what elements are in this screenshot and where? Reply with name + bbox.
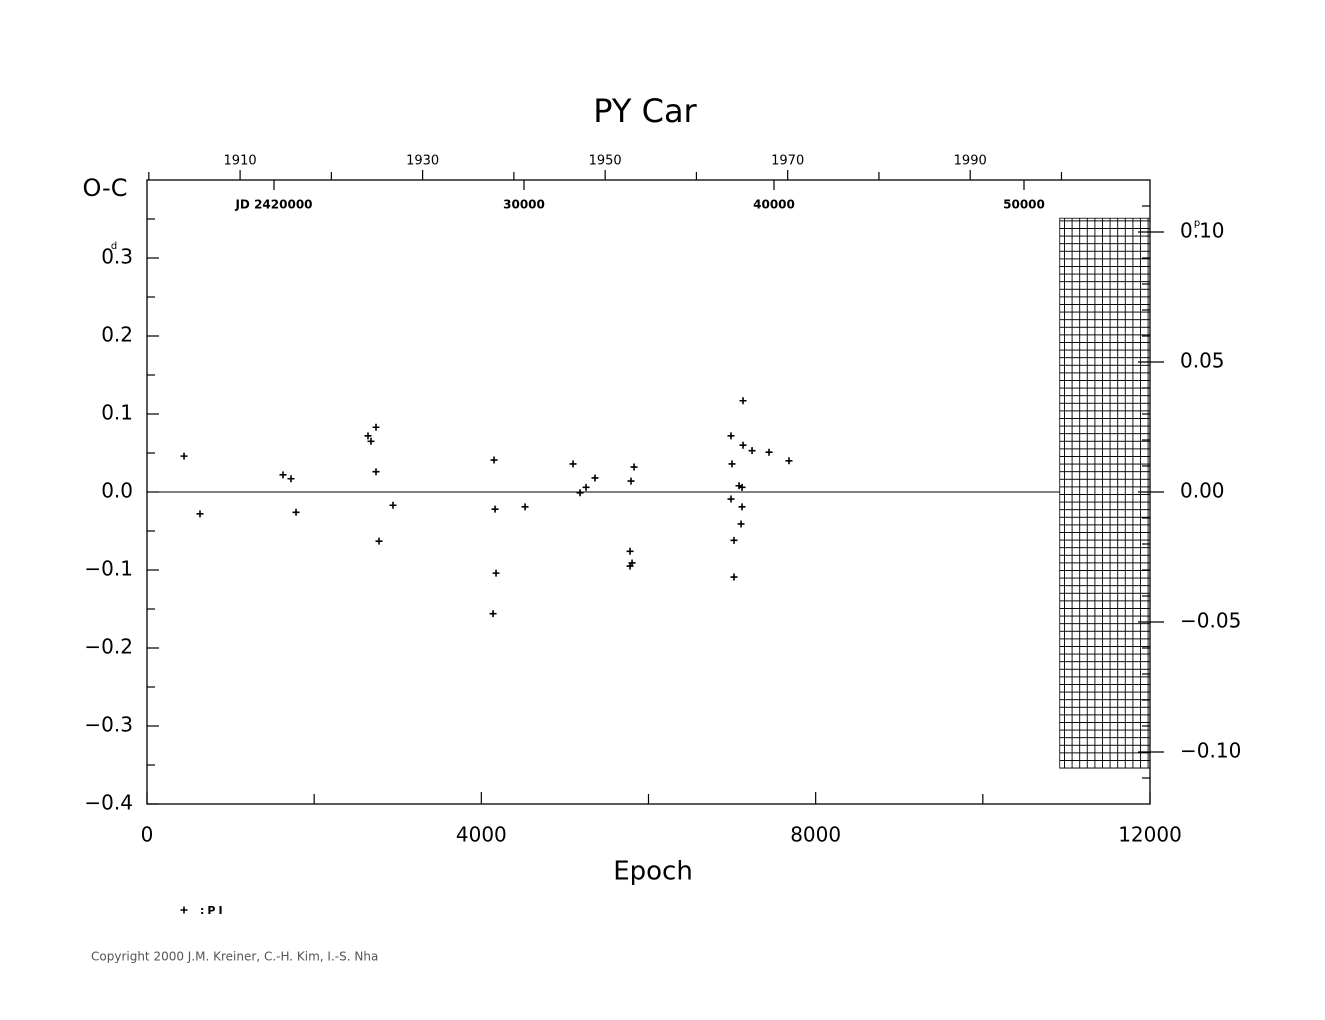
data-point: [287, 475, 295, 483]
copyright: Copyright 2000 J.M. Kreiner, C.-H. Kim, …: [91, 950, 378, 964]
data-point: [375, 537, 383, 545]
data-point: [727, 495, 735, 503]
data-point: [279, 471, 287, 479]
data-point: [627, 477, 635, 485]
data-point: [626, 547, 634, 555]
data-point: [738, 483, 746, 491]
y-tick-label: 0.2: [101, 323, 133, 347]
y-tick-label: 0.0: [101, 479, 133, 503]
data-point: [569, 460, 577, 468]
data-point: [728, 460, 736, 468]
data-point: [489, 610, 497, 618]
data-point: [372, 423, 380, 431]
x-tick-label: 8000: [790, 823, 841, 847]
data-point: [292, 508, 300, 516]
data-point: [785, 457, 793, 465]
data-point: [739, 441, 747, 449]
data-point: [730, 536, 738, 544]
data-point: [367, 437, 375, 445]
data-point: [492, 569, 500, 577]
data-point: [372, 468, 380, 476]
year-tick-label: 1990: [954, 154, 987, 169]
data-point: [180, 452, 188, 460]
jd-tick-label: 50000: [1003, 198, 1045, 212]
y-tick-label: 0.1: [101, 401, 133, 425]
legend-label: :PI: [200, 904, 226, 917]
y-tick-label: −0.2: [84, 635, 133, 659]
year-tick-label: 1910: [224, 154, 257, 169]
y2-unit: p: [1194, 218, 1200, 229]
data-point: [630, 463, 638, 471]
year-tick-label: 1970: [771, 154, 804, 169]
data-point: [491, 505, 499, 513]
data-point: [521, 503, 529, 511]
data-point: [737, 520, 745, 528]
year-tick-label: 1950: [589, 154, 622, 169]
shaded-region: [1059, 217, 1151, 769]
data-point: [739, 397, 747, 405]
x-tick-label: 4000: [456, 823, 507, 847]
y-axis-label: O-C: [83, 174, 128, 202]
jd-tick-label: JD 2420000: [234, 198, 312, 212]
y-tick-label: −0.3: [84, 713, 133, 737]
y-unit: d: [111, 241, 117, 252]
data-point: [196, 510, 204, 518]
data-point: [364, 432, 372, 440]
y-tick-label: −0.4: [84, 791, 133, 815]
data-point: [730, 573, 738, 581]
y2-tick-label: 0.10: [1180, 219, 1225, 243]
x-axis-label: Epoch: [613, 857, 693, 887]
data-point: [748, 447, 756, 455]
y2-tick-label: 0.05: [1180, 349, 1225, 373]
data-point: [626, 562, 634, 570]
data-point: [490, 456, 498, 464]
jd-tick-label: 30000: [503, 198, 545, 212]
y-tick-label: −0.1: [84, 557, 133, 581]
x-tick-label: 0: [141, 823, 154, 847]
data-point: [765, 448, 773, 456]
y2-tick-label: −0.05: [1180, 609, 1241, 633]
y-tick-label: 0.3: [101, 245, 133, 269]
data-point: [591, 474, 599, 482]
data-point: [582, 483, 590, 491]
data-point: [727, 432, 735, 440]
y2-tick-label: −0.10: [1180, 739, 1241, 763]
data-point: [576, 489, 584, 497]
x-tick-label: 12000: [1118, 823, 1182, 847]
data-point: [738, 503, 746, 511]
y2-tick-label: 0.00: [1180, 479, 1225, 503]
legend-marker: [180, 906, 188, 914]
chart-title: PY Car: [593, 92, 697, 130]
jd-tick-label: 40000: [753, 198, 795, 212]
year-tick-label: 1930: [406, 154, 439, 169]
data-point: [389, 501, 397, 509]
